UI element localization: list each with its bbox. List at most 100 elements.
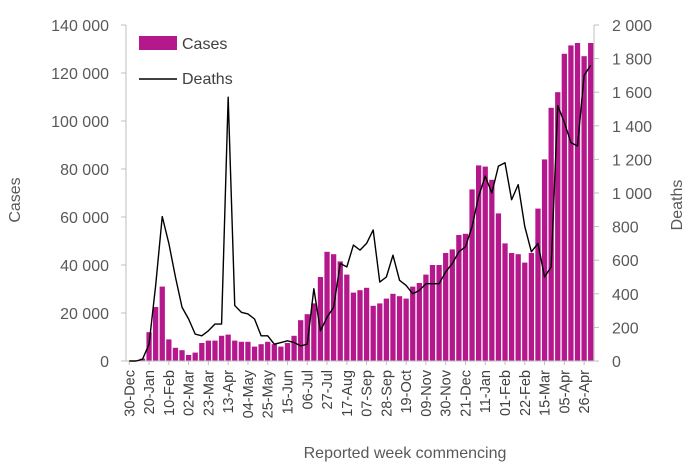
bar-cases-51 <box>462 233 469 361</box>
bar-cases-6 <box>166 339 172 361</box>
y-right-tick-label-2: 400 <box>612 287 639 304</box>
y-right-tick-label-1: 200 <box>612 320 639 337</box>
bar-cases-59 <box>515 254 521 361</box>
bar-cases-45 <box>423 274 429 361</box>
bar-cases-70 <box>588 43 594 361</box>
y-left-tick-label-7: 140 000 <box>51 18 109 35</box>
bar-cases-12 <box>205 340 212 361</box>
y-right-tick-label-7: 1 400 <box>612 119 652 136</box>
bar-cases-30 <box>324 251 330 361</box>
bar-cases-39 <box>383 298 389 361</box>
x-tick-label-11: 17-Aug <box>340 370 356 417</box>
legend: Cases Deaths <box>139 36 233 88</box>
bar-cases-67 <box>568 45 574 362</box>
x-tick-label-16: 30-Nov <box>439 369 455 416</box>
bar-cases-52 <box>469 189 475 361</box>
x-tick-label-13: 28-Sep <box>379 370 395 417</box>
bar-cases-3 <box>146 332 152 361</box>
y-axis-left-title: Cases <box>7 177 24 222</box>
y-left-tick-label-2: 40 000 <box>60 258 109 275</box>
y-right-tick-label-9: 1 800 <box>612 52 652 69</box>
bar-cases-8 <box>179 350 185 361</box>
y-left-tick-label-0: 0 <box>100 354 109 371</box>
legend-label-deaths: Deaths <box>182 71 233 88</box>
y-right-tick-label-4: 800 <box>612 220 639 237</box>
y-right-tick-label-10: 2 000 <box>612 18 652 35</box>
x-tick-label-17: 21-Dec <box>458 370 474 417</box>
y-left-tick-label-1: 20 000 <box>60 306 109 323</box>
bar-cases-37 <box>370 305 376 361</box>
y-axis-right-title: Deaths <box>669 180 686 231</box>
bar-cases-58 <box>508 253 515 361</box>
bar-cases-33 <box>344 274 350 361</box>
series-deaths-line <box>129 64 592 362</box>
bar-cases-19 <box>251 346 258 361</box>
y-left-tick-label-3: 60 000 <box>60 210 109 227</box>
x-tick-label-7: 25-May <box>261 369 277 418</box>
x-tick-label-12: 07-Sep <box>360 370 376 417</box>
bar-cases-48 <box>443 253 449 361</box>
bar-cases-24 <box>284 343 291 361</box>
bar-cases-54 <box>482 166 488 361</box>
bar-cases-27 <box>304 314 310 361</box>
x-tick-label-2: 10-Feb <box>162 370 178 416</box>
x-tick-label-21: 15-Mar <box>538 370 554 416</box>
x-tick-label-3: 02-Mar <box>182 370 198 416</box>
bar-cases-69 <box>581 56 587 361</box>
bar-cases-42 <box>403 298 409 361</box>
x-tick-label-19: 01-Feb <box>498 370 514 416</box>
bar-cases-35 <box>357 290 363 361</box>
bar-cases-10 <box>192 352 198 361</box>
bar-cases-49 <box>449 249 455 361</box>
bar-cases-38 <box>377 303 383 361</box>
x-tick-label-18: 11-Jan <box>478 370 494 413</box>
x-axis: 30-Dec 20-Jan 10-Feb 02-Mar 23-Mar 13-Apr 04-M… <box>122 361 593 418</box>
bar-cases-25 <box>291 335 297 361</box>
bar-cases-56 <box>495 213 502 361</box>
y-right-tick-label-3: 600 <box>612 253 639 270</box>
bar-cases-22 <box>271 344 277 361</box>
x-tick-label-5: 13-Apr <box>221 370 237 414</box>
x-tick-label-6: 04-May <box>241 369 257 418</box>
bar-cases-15 <box>225 334 231 361</box>
bar-cases-44 <box>416 283 422 361</box>
x-tick-label-4: 23-Mar <box>201 370 217 416</box>
x-tick-label-8: 15-Jun <box>280 370 296 414</box>
y-left-tick-label-4: 80 000 <box>60 162 109 179</box>
x-tick-label-15: 09-Nov <box>419 369 435 416</box>
cases-bars <box>133 43 594 362</box>
bar-cases-60 <box>522 262 528 361</box>
bar-cases-53 <box>476 165 482 361</box>
y-right-tick-label-0: 0 <box>612 354 621 371</box>
bar-cases-11 <box>199 343 205 361</box>
bar-cases-34 <box>350 292 357 361</box>
bar-cases-47 <box>436 265 442 361</box>
bar-cases-50 <box>456 235 462 361</box>
x-tick-label-22: 05-Apr <box>557 370 573 414</box>
y-right-tick-label-6: 1 200 <box>612 152 652 169</box>
bar-cases-65 <box>555 92 561 361</box>
x-tick-label-1: 20-Jan <box>142 370 158 414</box>
bar-cases-29 <box>317 277 324 361</box>
y-axis-right: 0 200 400 600 800 1 000 1 200 1 400 1 600 1 800 2 … <box>594 18 652 371</box>
bar-cases-4 <box>153 307 159 361</box>
y-left-tick-label-6: 120 000 <box>51 66 109 83</box>
bar-cases-68 <box>574 43 581 361</box>
x-tick-label-0: 30-Dec <box>122 370 138 417</box>
y-left-tick-label-5: 100 000 <box>51 114 109 131</box>
bar-cases-41 <box>396 296 403 361</box>
bar-cases-61 <box>528 253 535 361</box>
bar-cases-66 <box>561 53 567 362</box>
bar-cases-23 <box>278 346 284 361</box>
y-axis-left: 0 20 000 40 000 60 000 80 000 100 000 120 000 1… <box>51 18 126 371</box>
y-right-tick-label-8: 1 600 <box>612 85 652 102</box>
bar-cases-64 <box>548 107 554 361</box>
bar-cases-26 <box>298 320 304 361</box>
bar-cases-40 <box>390 293 396 361</box>
bar-cases-28 <box>311 303 317 361</box>
bar-cases-17 <box>238 341 244 361</box>
bar-cases-62 <box>535 208 541 361</box>
bar-cases-13 <box>212 340 218 361</box>
x-tick-label-20: 22-Feb <box>518 370 534 416</box>
